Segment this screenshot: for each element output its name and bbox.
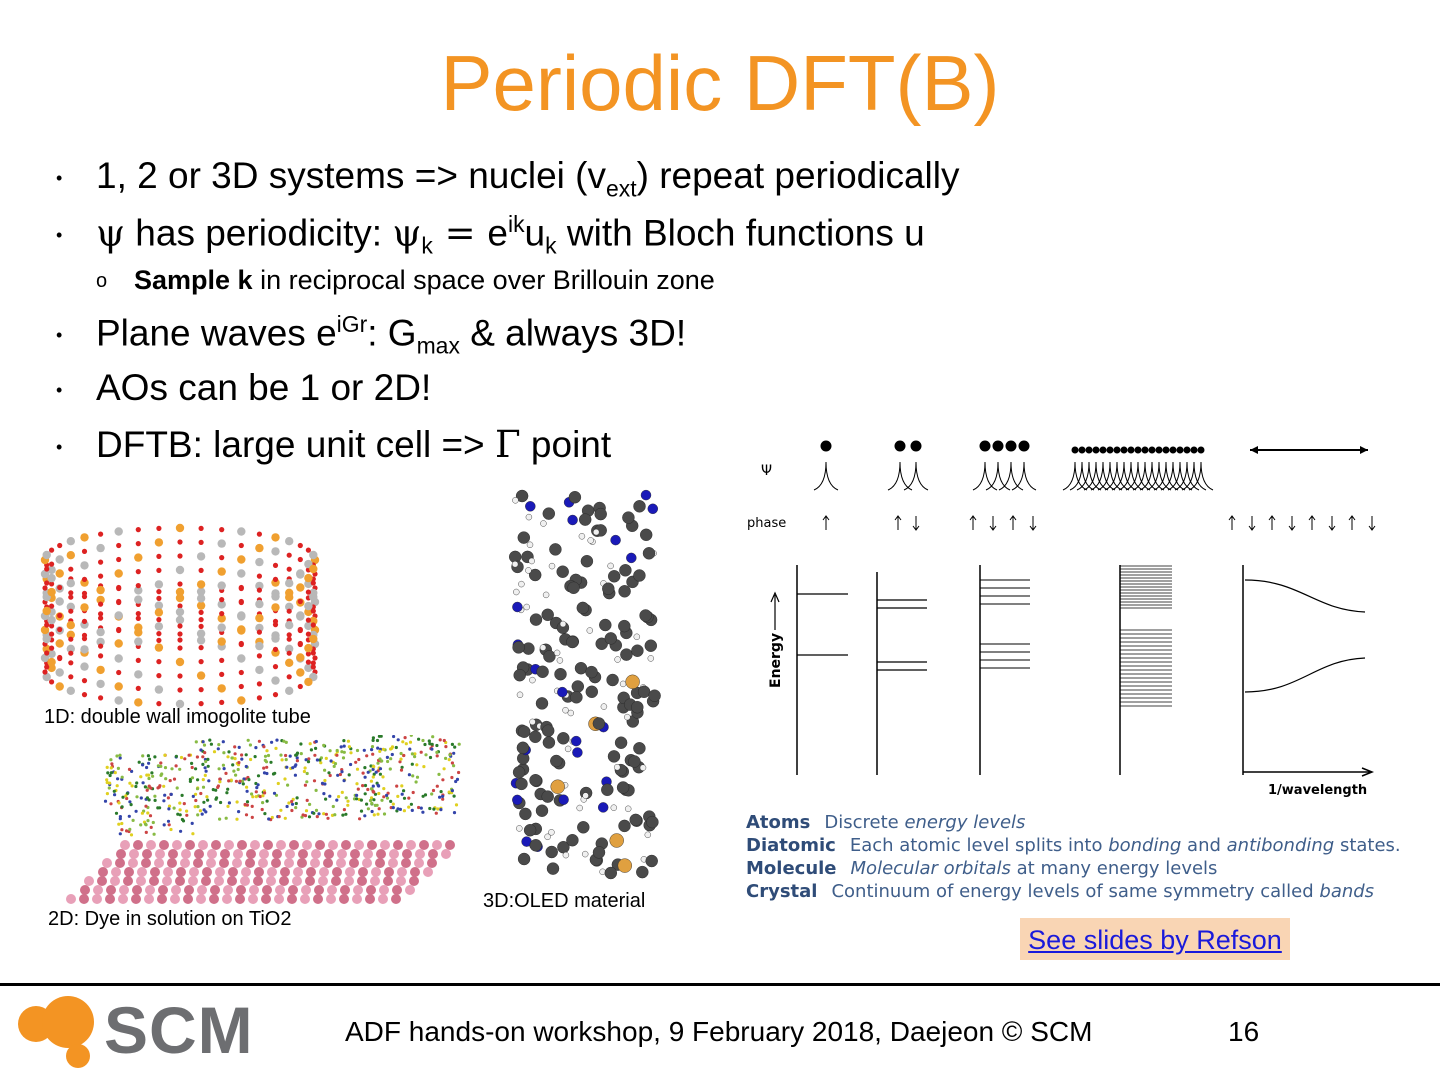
psi-label: Ψ [761, 463, 772, 479]
bullet-dot: • [56, 225, 63, 246]
dye-tio2-image [66, 735, 461, 904]
refson-link[interactable]: See slides by Refson [1020, 918, 1290, 960]
bullet-3: • Plane waves eiGr: Gmax & always 3D! [56, 311, 687, 359]
page-number: 16 [1228, 1016, 1260, 1047]
caption-3d: 3D:OLED material [483, 890, 646, 912]
footer-text: ADF hands-on workshop, 9 February 2018, … [345, 1016, 1093, 1047]
bullet-dot: • [56, 325, 63, 346]
bullet-1: • 1, 2 or 3D systems => nuclei (vext) rep… [56, 155, 960, 202]
band-formation-diagram: Ψ phase Energy 1/wavelength [747, 440, 1376, 798]
scm-logo-icon [18, 996, 94, 1068]
scm-logo-text: SCM [104, 993, 254, 1067]
oled-material-image [509, 489, 661, 880]
bullet-dot: • [56, 379, 63, 400]
legend-diatomic: Diatomic Each atomic level splits into bo… [746, 835, 1401, 856]
legend-crystal: Crystal Continuum of energy levels of sam… [746, 881, 1375, 902]
legend-atoms: Atoms Discrete energy levels [746, 812, 1026, 833]
bullet-2: • ψ has periodicity: ψk = eikuk with Bloc… [56, 211, 925, 259]
energy-label: Energy [768, 633, 784, 688]
wavelength-label: 1/wavelength [1268, 783, 1367, 798]
slide-title: Periodic DFT(B) [440, 39, 1000, 127]
sub-bullet: o Sample k in reciprocal space over Brill… [96, 265, 715, 295]
footer-divider [0, 983, 1440, 986]
imogolite-tube-image [40, 523, 320, 709]
caption-2d: 2D: Dye in solution on TiO2 [48, 908, 292, 930]
phase-label: phase [747, 516, 786, 531]
sub-bullet-dot: o [96, 270, 108, 293]
bullet-5: • DFTB: large unit cell => Γ point [56, 423, 612, 466]
caption-1d: 1D: double wall imogolite tube [44, 706, 311, 728]
bullet-dot: • [56, 436, 63, 457]
bullet-4: • AOs can be 1 or 2D! [56, 367, 432, 408]
legend-molecule: Molecule Molecular orbitals at many energ… [746, 858, 1218, 879]
bullet-dot: • [56, 167, 63, 188]
